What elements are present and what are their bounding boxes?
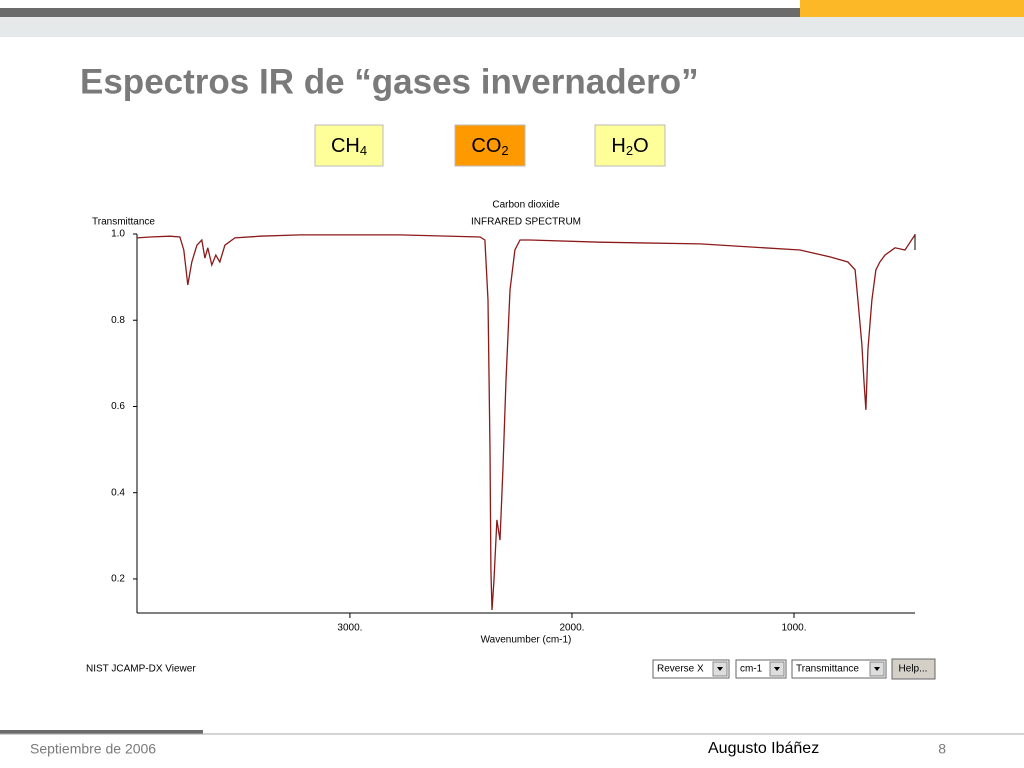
button-co2[interactable] <box>454 124 526 167</box>
y-tick-label: 0.4 <box>111 487 125 498</box>
y-tick-label: 0.8 <box>111 315 125 326</box>
button-ch4[interactable] <box>314 124 384 167</box>
button-label[interactable]: H2O <box>611 135 648 158</box>
top-bar <box>0 8 800 17</box>
top-accent <box>800 0 1024 17</box>
subscript: 2 <box>626 143 633 158</box>
y-tick-label: 0.6 <box>111 401 125 412</box>
footer-accent <box>0 730 203 734</box>
y-tick-label: 1.0 <box>111 229 125 240</box>
select-value[interactable]: Transmittance <box>796 664 859 675</box>
x-tick-label: 1000. <box>781 623 806 634</box>
help-button[interactable] <box>891 658 936 680</box>
button-label[interactable]: CO2 <box>471 135 508 158</box>
footer-author: Augusto Ibáñez <box>708 740 819 757</box>
chart-title: Carbon dioxide <box>492 200 560 211</box>
arrow-icon <box>774 667 780 671</box>
formula: O <box>633 135 649 157</box>
arrow-icon <box>874 667 880 671</box>
slide-title: Espectros IR de “gases invernadero” <box>80 62 699 101</box>
subscript: 2 <box>501 143 508 158</box>
help-label[interactable]: Help... <box>899 664 928 675</box>
footer-date: Septiembre de 2006 <box>30 741 156 757</box>
chart-subtitle: INFRARED SPECTRUM <box>471 217 581 228</box>
formula: CH <box>331 135 360 157</box>
subscript: 4 <box>360 143 367 158</box>
x-tick-label: 3000. <box>337 623 362 634</box>
button-h2o[interactable] <box>594 124 666 167</box>
select-value[interactable]: Reverse X <box>657 664 704 675</box>
page-number: 8 <box>938 741 946 757</box>
select-box[interactable] <box>791 659 887 679</box>
select[interactable]: cm-1 <box>735 659 787 679</box>
viewer-name: NIST JCAMP-DX Viewer <box>86 664 196 675</box>
formula: H <box>611 135 625 157</box>
select-value[interactable]: cm-1 <box>740 664 763 675</box>
x-tick-label: 2000. <box>559 623 584 634</box>
x-axis-label: Wavenumber (cm-1) <box>481 635 572 646</box>
top-band <box>0 17 1024 37</box>
y-tick-label: 0.2 <box>111 574 125 585</box>
button-label[interactable]: CH4 <box>331 135 367 158</box>
select[interactable]: Transmittance <box>791 659 887 679</box>
select[interactable]: Reverse X <box>652 659 730 679</box>
formula: CO <box>471 135 501 157</box>
arrow-icon <box>717 667 723 671</box>
spectrum-line <box>136 234 916 611</box>
y-axis-label: Transmittance <box>92 217 155 228</box>
select-box[interactable] <box>652 659 730 679</box>
